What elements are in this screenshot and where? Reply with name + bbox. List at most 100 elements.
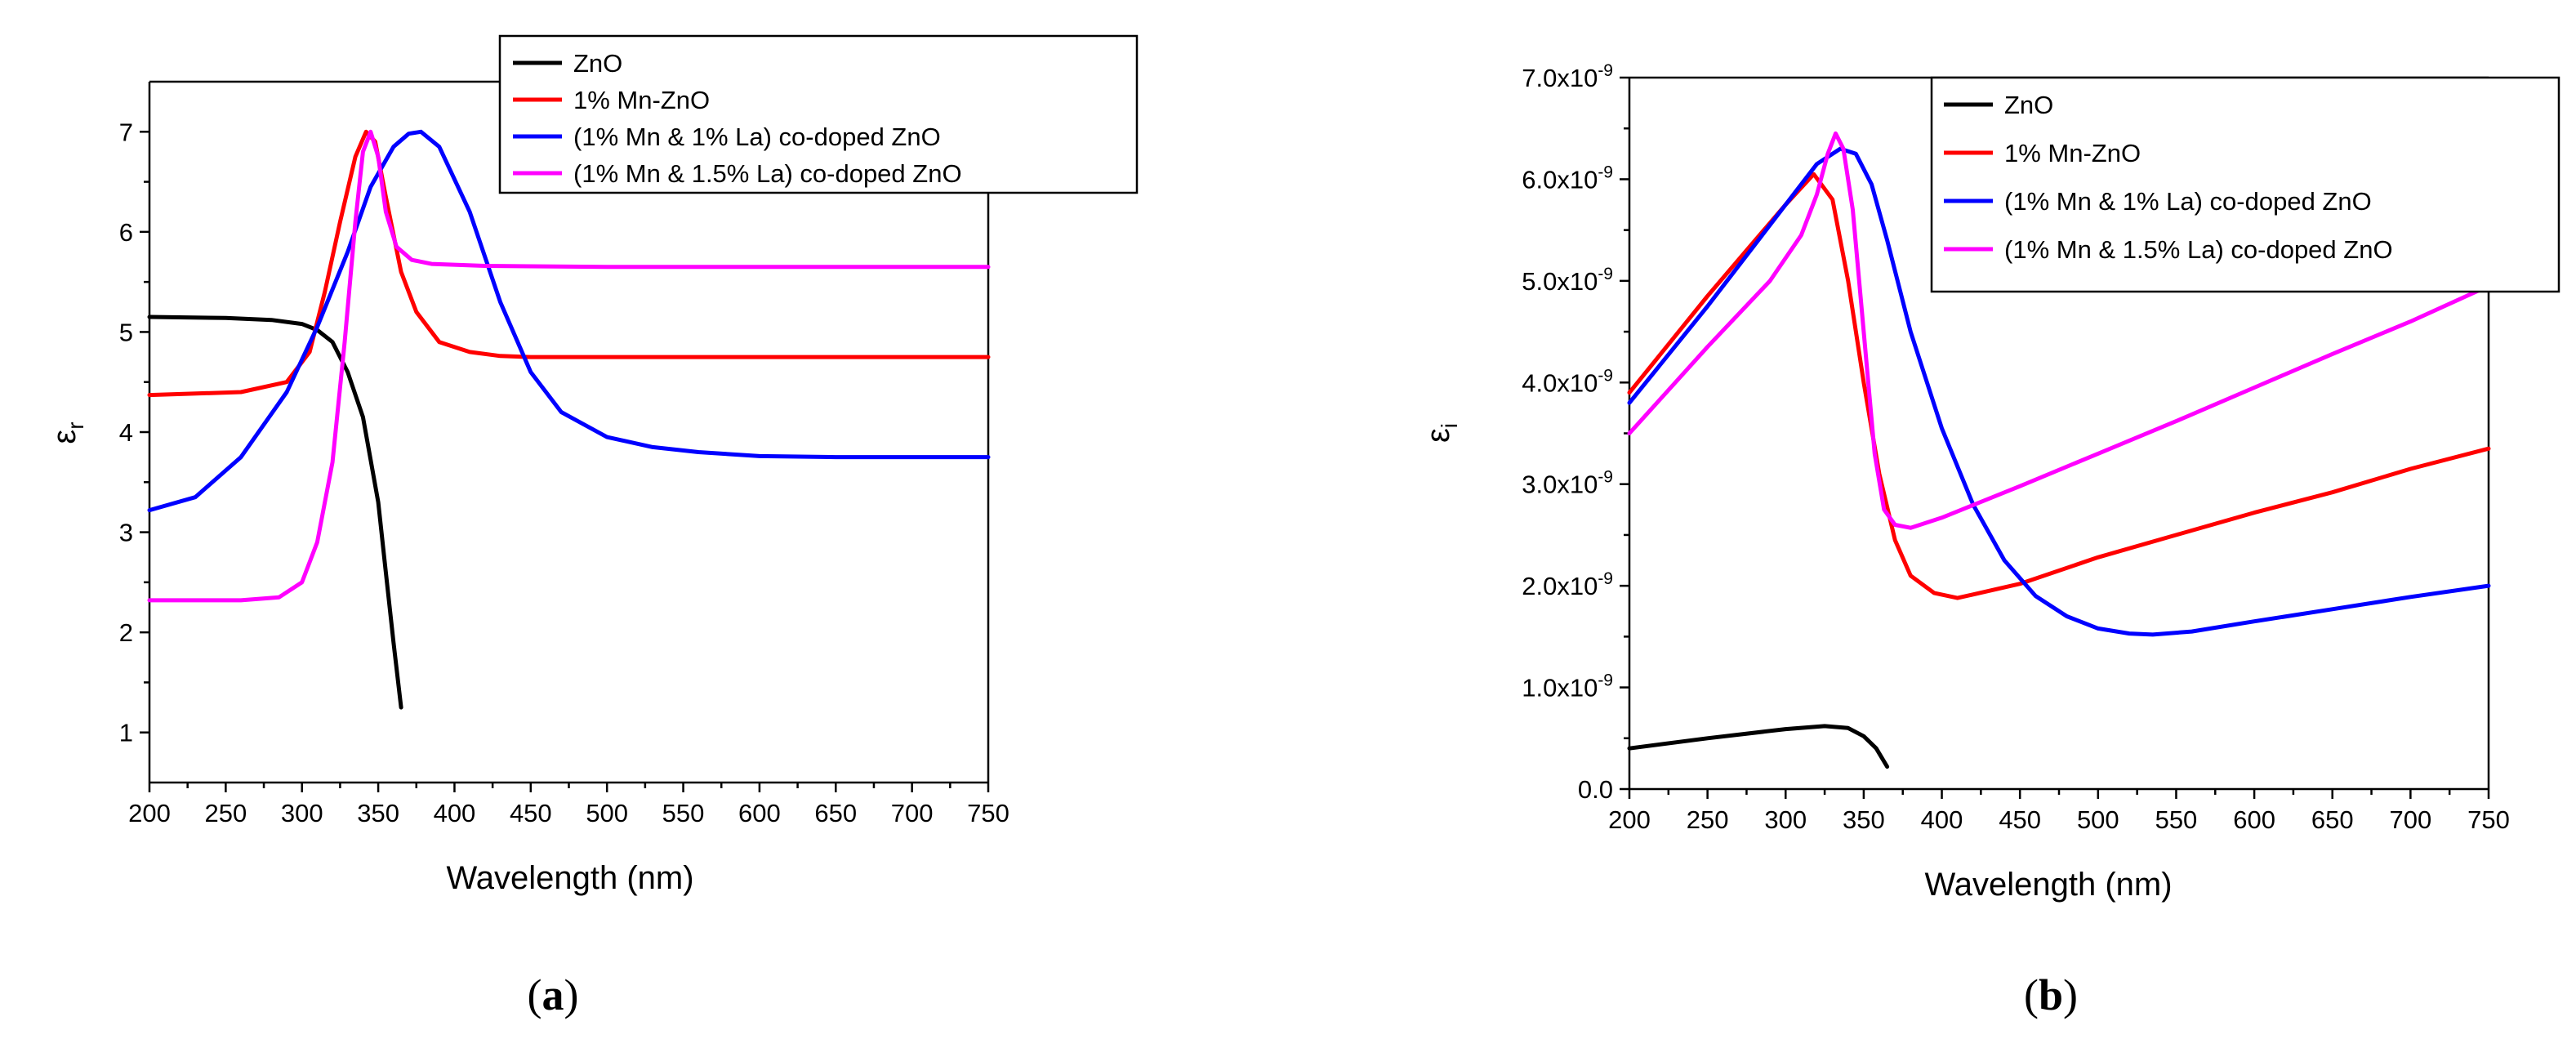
x-tick-label: 300 bbox=[281, 799, 323, 827]
x-axis-title: Wavelength (nm) bbox=[446, 860, 693, 896]
plot-area-b: 200 250 300 350 400 450 500 550 600 650 700 750 0.0 1… bbox=[1522, 61, 2510, 834]
x-tick-label: 450 bbox=[510, 799, 552, 827]
y-tick-label: 2 bbox=[119, 618, 133, 647]
legend-label: (1% Mn & 1.5% La) co-doped ZnO bbox=[573, 159, 962, 188]
series-line-0 bbox=[1627, 724, 1890, 769]
y-tick-label-base: 5.0x10 bbox=[1522, 267, 1598, 296]
y-tick-label: 3 bbox=[119, 519, 133, 547]
y-tick-label-base: 1.0x10 bbox=[1522, 674, 1598, 702]
y-axis-title-sub: i bbox=[1437, 423, 1462, 428]
panel-label-close: ) bbox=[2063, 970, 2078, 1019]
legend-label: ZnO bbox=[2004, 91, 2053, 119]
ticks: 200 250 300 350 400 450 500 550 600 650 700 750 0.0 1… bbox=[1522, 61, 2510, 834]
ticks: 200 250 300 350 400 450 500 550 600 650 700 750 1 2 3 4… bbox=[119, 118, 1009, 827]
x-tick-label: 450 bbox=[1999, 805, 2041, 834]
panel-label-open: ( bbox=[528, 970, 542, 1019]
y-tick-label-exponent: -9 bbox=[1598, 468, 1613, 487]
x-tick-label: 500 bbox=[586, 799, 628, 827]
panel-label-b: (b) bbox=[2024, 970, 2078, 1019]
legend-items: ZnO 1% Mn-ZnO (1% Mn & 1% La) co-doped ZnO… bbox=[1944, 91, 2393, 264]
series-group bbox=[1627, 131, 2491, 769]
plot-area-a: 200 250 300 350 400 450 500 550 600 650 700 750 1 2 3 4… bbox=[119, 80, 1009, 827]
x-tick-label: 400 bbox=[434, 799, 476, 827]
x-tick-label: 650 bbox=[814, 799, 857, 827]
y-tick-label-exponent: -9 bbox=[1598, 265, 1613, 283]
x-tick-label: 700 bbox=[2389, 805, 2431, 834]
y-tick-label: 7.0x10-9 bbox=[1522, 61, 1613, 92]
legend-items: ZnO 1% Mn-ZnO (1% Mn & 1% La) co-doped ZnO… bbox=[513, 49, 962, 188]
y-tick-label-base: 0.0 bbox=[1578, 775, 1613, 804]
y-tick-label-exponent: -9 bbox=[1598, 366, 1613, 385]
x-tick-label: 300 bbox=[1764, 805, 1807, 834]
y-tick-label: 5 bbox=[119, 318, 133, 346]
legend-label: 1% Mn-ZnO bbox=[2004, 139, 2141, 167]
x-tick-label: 500 bbox=[2077, 805, 2119, 834]
y-tick-label: 1 bbox=[119, 719, 133, 747]
series-line-1 bbox=[1627, 172, 2491, 600]
chart-panel-b: 200 250 300 350 400 450 500 550 600 650 700 750 0.0 1… bbox=[1420, 61, 2560, 1019]
x-tick-label: 600 bbox=[738, 799, 781, 827]
y-tick-label: 6 bbox=[119, 218, 133, 247]
y-tick-label-base: 6.0x10 bbox=[1522, 165, 1598, 194]
legend-label: (1% Mn & 1% La) co-doped ZnO bbox=[2004, 187, 2372, 216]
x-tick-label: 200 bbox=[128, 799, 171, 827]
y-tick-label-exponent: -9 bbox=[1598, 671, 1613, 690]
x-tick-label: 700 bbox=[891, 799, 934, 827]
x-tick-label: 250 bbox=[204, 799, 247, 827]
x-tick-label: 250 bbox=[1687, 805, 1729, 834]
y-tick-label-base: 2.0x10 bbox=[1522, 572, 1598, 600]
legend-label: 1% Mn-ZnO bbox=[573, 86, 710, 114]
y-tick-label-exponent: -9 bbox=[1598, 163, 1613, 181]
y-axis-title-sub: r bbox=[63, 421, 88, 429]
y-tick-label: 7 bbox=[119, 118, 133, 146]
panel-label-letter: b bbox=[2039, 970, 2063, 1019]
chart-panel-a: 200 250 300 350 400 450 500 550 600 650 700 750 1 2 3 4… bbox=[47, 34, 1139, 1019]
x-tick-label: 400 bbox=[1921, 805, 1963, 834]
series-line-3 bbox=[147, 129, 991, 603]
y-axis-title-base: ε bbox=[1420, 428, 1456, 443]
x-axis-title: Wavelength (nm) bbox=[1924, 867, 2172, 903]
legend-label: (1% Mn & 1.5% La) co-doped ZnO bbox=[2004, 235, 2393, 264]
y-axis-title: εi bbox=[1420, 423, 1462, 443]
x-tick-label: 600 bbox=[2233, 805, 2275, 834]
x-tick-label: 350 bbox=[1843, 805, 1885, 834]
series-line-2 bbox=[147, 129, 991, 513]
y-axis-title: εr bbox=[47, 421, 88, 444]
x-tick-label: 550 bbox=[2155, 805, 2198, 834]
legend-box bbox=[498, 34, 1139, 194]
y-tick-label: 0.0 bbox=[1578, 775, 1613, 804]
legend: ZnO 1% Mn-ZnO (1% Mn & 1% La) co-doped ZnO… bbox=[498, 34, 1139, 194]
legend-box bbox=[1930, 76, 2560, 293]
series-line-1 bbox=[147, 129, 991, 398]
series-line-3 bbox=[1627, 131, 2491, 530]
panel-label-close: ) bbox=[564, 970, 579, 1019]
legend-label: (1% Mn & 1% La) co-doped ZnO bbox=[573, 123, 941, 151]
y-tick-label: 5.0x10-9 bbox=[1522, 265, 1613, 296]
x-tick-label: 750 bbox=[967, 799, 1009, 827]
y-tick-label-base: 3.0x10 bbox=[1522, 470, 1598, 499]
y-tick-label-exponent: -9 bbox=[1598, 61, 1613, 80]
panel-label-letter: a bbox=[542, 970, 564, 1019]
legend: ZnO 1% Mn-ZnO (1% Mn & 1% La) co-doped ZnO… bbox=[1930, 76, 2560, 293]
y-tick-label-base: 7.0x10 bbox=[1522, 64, 1598, 92]
x-tick-label: 200 bbox=[1608, 805, 1651, 834]
x-tick-label: 350 bbox=[357, 799, 399, 827]
y-tick-label: 3.0x10-9 bbox=[1522, 468, 1613, 499]
y-tick-label-exponent: -9 bbox=[1598, 569, 1613, 588]
y-tick-label: 2.0x10-9 bbox=[1522, 569, 1613, 600]
x-tick-label: 650 bbox=[2311, 805, 2354, 834]
panel-label-a: (a) bbox=[528, 970, 579, 1019]
x-tick-label: 550 bbox=[662, 799, 705, 827]
panel-label-open: ( bbox=[2024, 970, 2039, 1019]
y-tick-label: 6.0x10-9 bbox=[1522, 163, 1613, 194]
y-tick-label-base: 4.0x10 bbox=[1522, 368, 1598, 397]
y-tick-label: 4.0x10-9 bbox=[1522, 366, 1613, 397]
y-tick-label: 1.0x10-9 bbox=[1522, 671, 1613, 702]
x-tick-label: 750 bbox=[2467, 805, 2510, 834]
y-tick-label: 4 bbox=[119, 418, 133, 447]
legend-label: ZnO bbox=[573, 49, 622, 78]
series-group bbox=[147, 129, 991, 710]
y-axis-title-base: ε bbox=[47, 430, 82, 444]
series-line-0 bbox=[147, 314, 403, 710]
